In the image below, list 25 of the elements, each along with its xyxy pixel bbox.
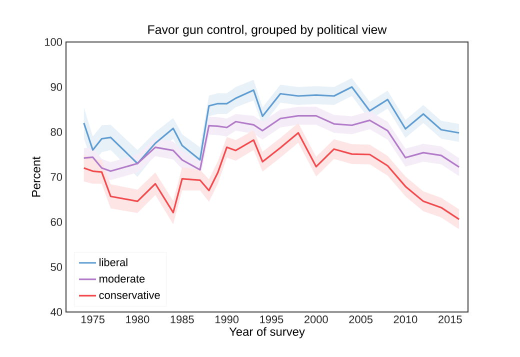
- y-tick-label: 100: [45, 38, 62, 46]
- y-axis-title: Percent: [32, 156, 40, 197]
- x-tick-label: 1975: [81, 316, 105, 324]
- y-tick-label: 50: [50, 263, 62, 271]
- x-tick-label: 1995: [260, 316, 284, 324]
- x-tick-label: 1980: [126, 316, 150, 324]
- x-tick-label: 1985: [170, 316, 194, 324]
- line-series: [83, 132, 460, 220]
- x-axis-title: Year of survey: [229, 327, 305, 338]
- x-tick-label: 1990: [215, 316, 239, 324]
- x-tick-label: 2010: [394, 316, 418, 324]
- y-tick-label: 60: [50, 218, 62, 226]
- y-tick-label: 90: [50, 83, 62, 91]
- legend-label: moderate: [100, 274, 145, 283]
- y-tick-label: 80: [50, 128, 62, 136]
- x-tick-label: 2015: [438, 316, 462, 324]
- line-series: [83, 86, 460, 164]
- chart-title: Favor gun control, grouped by political view: [148, 24, 387, 36]
- x-tick-label: 2000: [304, 316, 328, 324]
- line-series: [83, 115, 460, 172]
- y-tick-label: 70: [50, 173, 62, 181]
- y-tick-label: 40: [50, 308, 62, 316]
- legend-label: conservative: [99, 290, 160, 300]
- x-tick-label: 2005: [349, 316, 373, 324]
- legend-label: liberal: [100, 258, 128, 266]
